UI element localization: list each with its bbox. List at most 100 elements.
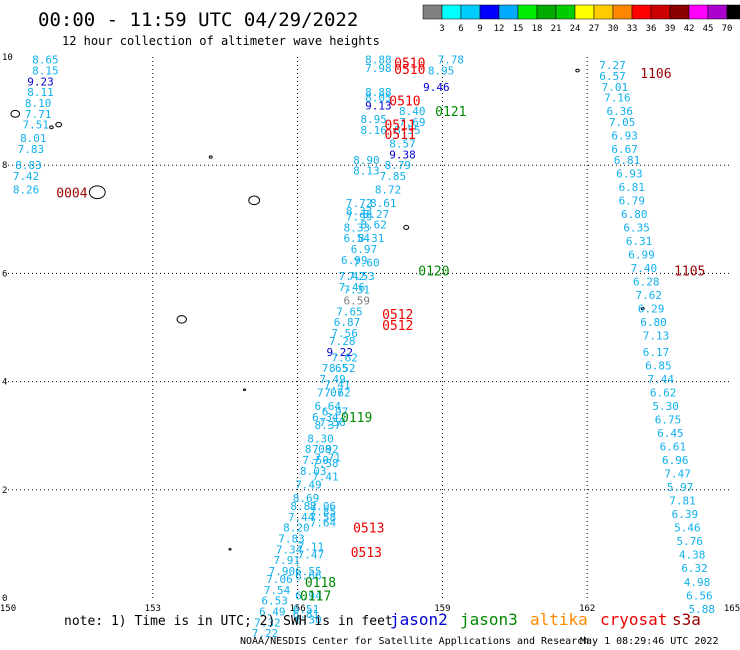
swh-value-label: 7.62 [324, 386, 351, 399]
color-scale-swatch [669, 4, 690, 20]
swh-value-label: 6.51 [293, 603, 320, 616]
color-scale-tick-label: 39 [665, 24, 676, 34]
swh-value-label: 7.44 [648, 373, 675, 386]
swh-value-label: 7.65 [336, 305, 363, 318]
swh-value-label: 6.64 [314, 400, 341, 413]
legend-entry-jason3: jason3 [460, 610, 518, 629]
island-outline [10, 109, 21, 118]
y-tick-label: 10 [2, 53, 13, 63]
swh-value-label: 6.85 [645, 359, 672, 372]
color-scale-swatch [460, 4, 481, 20]
island-outline [49, 125, 54, 130]
island-outline [248, 195, 261, 206]
swh-value-label: 8.11 [27, 86, 54, 99]
color-scale-swatch [707, 4, 728, 20]
pass-label: 0510 [389, 94, 420, 109]
swh-value-label: 6.99 [628, 248, 655, 261]
swh-value-label: 7.27 [599, 59, 626, 72]
swh-value-label: 6.35 [623, 221, 650, 234]
swh-value-label: 8.61 [370, 197, 397, 210]
swh-value-label: 6.93 [611, 129, 638, 142]
swh-value-label: 8.95 [360, 113, 387, 126]
swh-value-label: 7.85 [380, 170, 407, 183]
color-scale-tick-label: 33 [627, 24, 638, 34]
swh-value-label: 5.46 [674, 522, 701, 535]
pass-label: 0004 [56, 186, 87, 201]
swh-value-label: 6.80 [621, 208, 648, 221]
island-outline [575, 68, 580, 73]
x-tick-label: 159 [434, 604, 450, 614]
swh-value-label: 6.62 [650, 386, 677, 399]
swh-value-label: 6.81 [619, 181, 646, 194]
color-scale-tick-label: 21 [551, 24, 562, 34]
swh-value-label: 8.52 [329, 362, 356, 375]
swh-value-label: 6.45 [657, 427, 684, 440]
island-outline [88, 185, 106, 200]
swh-value-label: 4.38 [679, 549, 706, 562]
swh-value-label: 8.08 [305, 443, 332, 456]
swh-value-label: 7.71 [314, 451, 341, 464]
legend-entry-cryosat: cryosat [600, 610, 667, 629]
island-outline [403, 224, 410, 230]
swh-value-label: 6.56 [686, 589, 713, 602]
color-scale-swatch [422, 4, 443, 20]
swh-value-label: 7.11 [298, 541, 325, 554]
swh-value-label: 7.54 [264, 584, 291, 597]
swh-value-label: 6.59 [343, 294, 370, 307]
swh-value-label: 8.72 [375, 184, 402, 197]
y-tick-label: 0 [2, 594, 7, 604]
pass-label: 0119 [341, 411, 372, 426]
y-tick-label: 4 [2, 378, 7, 388]
color-scale-tick-label: 6 [458, 24, 463, 34]
swh-value-label: 7.65 [322, 362, 349, 375]
swh-value-label: 6.30 [295, 614, 322, 627]
swh-value-label: 8.26 [13, 184, 40, 197]
pass-label: 0512 [382, 319, 413, 334]
swh-value-label: 8.57 [389, 138, 416, 151]
swh-value-label: 7.91 [273, 554, 300, 567]
swh-value-label: 6.53 [261, 595, 288, 608]
swh-value-label: 7.72 [346, 197, 373, 210]
swh-value-label: 6.87 [334, 316, 361, 329]
swh-value-label: 7.98 [365, 62, 392, 75]
swh-value-label: 7.50 [302, 454, 329, 467]
swh-value-label: 7.28 [329, 335, 356, 348]
color-scale-swatch [555, 4, 576, 20]
swh-value-label: 6.66 [295, 569, 322, 582]
swh-value-label: 7.16 [604, 92, 631, 105]
chart-title: 00:00 - 11:59 UTC 04/29/2022 [38, 9, 358, 31]
swh-value-label: 7.42 [339, 270, 366, 283]
swh-value-label: 7.41 [312, 470, 339, 483]
swh-value-label: 8.20 [283, 522, 310, 535]
swh-value-label: 7.83 [278, 532, 305, 545]
color-scale-swatch [536, 4, 557, 20]
swh-value-label: 6.97 [351, 243, 378, 256]
pass-label: 0513 [353, 522, 384, 537]
swh-value-label: 8.10 [25, 97, 52, 110]
swh-value-label: 8.62 [360, 219, 387, 232]
legend-entry-s3a: s3a [672, 610, 701, 629]
color-scale-swatch [612, 4, 633, 20]
swh-value-label: 7.34 [276, 543, 303, 556]
island-outline [640, 306, 645, 311]
color-scale-swatch [650, 4, 671, 20]
swh-value-label: 6.49 [259, 606, 286, 619]
y-tick-label: 6 [2, 269, 7, 279]
swh-value-label: 6.29 [638, 303, 665, 316]
x-tick-label: 153 [145, 604, 161, 614]
swh-value-label: 7.71 [25, 108, 52, 121]
swh-value-label: 7.07 [317, 386, 344, 399]
swh-value-label: 8.37 [314, 419, 341, 432]
color-scale-tick-label: 27 [589, 24, 600, 34]
color-scale-swatch [574, 4, 595, 20]
y-tick-label: 2 [2, 486, 7, 496]
footer-note: note: 1) Time is in UTC; 2) SWH is in fe… [64, 614, 393, 629]
chart-subtitle: 12 hour collection of altimeter wave hei… [62, 34, 380, 48]
swh-value-label: 7.06 [266, 573, 293, 586]
color-scale-tick-label: 42 [684, 24, 695, 34]
swh-value-label: 8.27 [363, 208, 390, 221]
pass-label: 1105 [674, 265, 705, 280]
x-tick-label: 156 [289, 604, 305, 614]
x-tick-label: 162 [579, 604, 595, 614]
satellite-legend: jason2 jason3 altika cryosat s3a [390, 610, 701, 629]
